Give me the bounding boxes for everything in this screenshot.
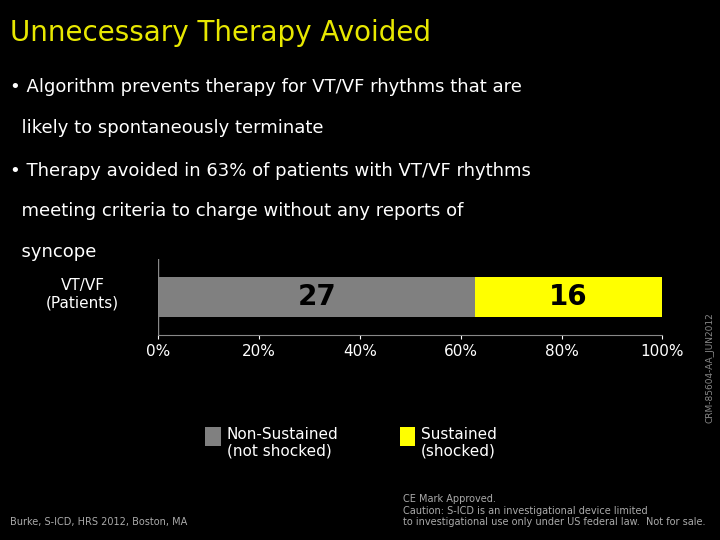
Text: VT/VF
(Patients): VT/VF (Patients) [46, 278, 120, 310]
Text: likely to spontaneously terminate: likely to spontaneously terminate [10, 119, 323, 137]
Text: Non-Sustained
(not shocked): Non-Sustained (not shocked) [227, 427, 338, 459]
Text: Burke, S-ICD, HRS 2012, Boston, MA: Burke, S-ICD, HRS 2012, Boston, MA [10, 516, 187, 526]
Text: syncope: syncope [10, 243, 96, 261]
Text: CE Mark Approved.
Caution: S-ICD is an investigational device limited
to investi: CE Mark Approved. Caution: S-ICD is an i… [403, 494, 706, 527]
Text: meeting criteria to charge without any reports of: meeting criteria to charge without any r… [10, 202, 464, 220]
Text: • Therapy avoided in 63% of patients with VT/VF rhythms: • Therapy avoided in 63% of patients wit… [10, 162, 531, 180]
Text: CRM-85604-AA_JUN2012: CRM-85604-AA_JUN2012 [706, 312, 715, 423]
Text: • Algorithm prevents therapy for VT/VF rhythms that are: • Algorithm prevents therapy for VT/VF r… [10, 78, 522, 96]
Text: 27: 27 [297, 283, 336, 311]
Text: Sustained
(shocked): Sustained (shocked) [421, 427, 497, 459]
Bar [158, 276, 475, 318]
Text: 16: 16 [549, 283, 588, 311]
Text: Unnecessary Therapy Avoided: Unnecessary Therapy Avoided [10, 19, 431, 47]
Bar [475, 276, 662, 318]
